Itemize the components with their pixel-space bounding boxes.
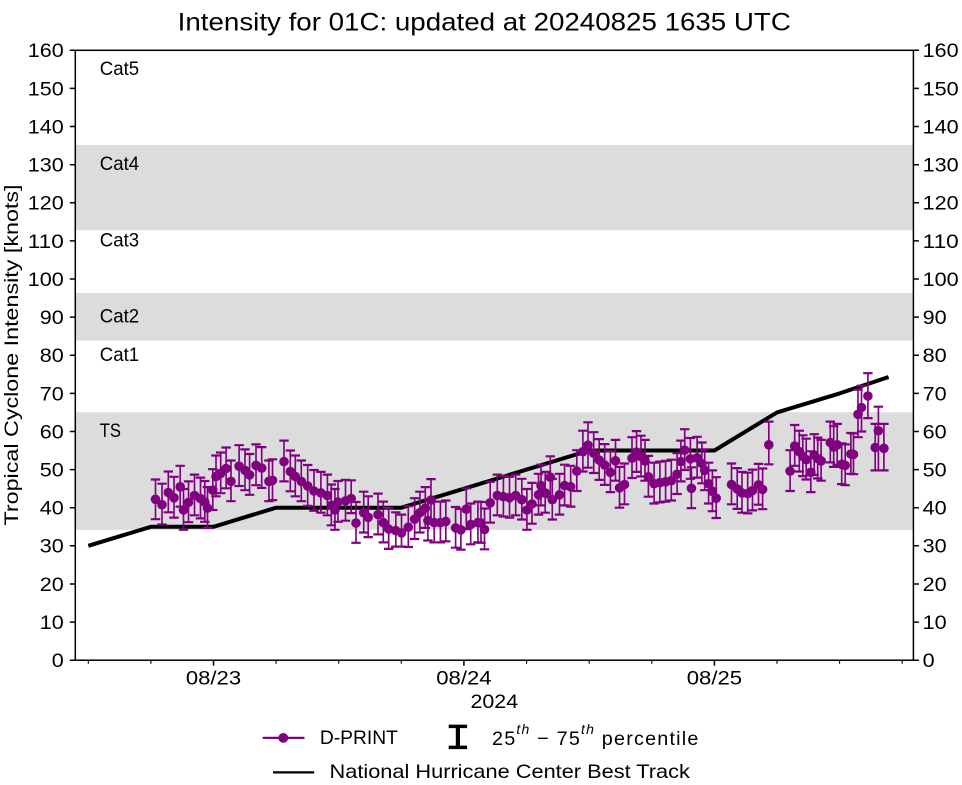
svg-text:20: 20 [40,574,64,596]
svg-text:2024: 2024 [471,691,519,713]
svg-text:60: 60 [923,421,947,443]
svg-text:70: 70 [923,383,947,405]
svg-text:08/25: 08/25 [687,667,742,689]
svg-text:TS: TS [100,420,121,442]
svg-text:50: 50 [40,460,64,482]
svg-text:D-PRINT: D-PRINT [320,727,398,749]
svg-text:160: 160 [923,40,959,62]
svg-text:Cat2: Cat2 [100,305,139,327]
svg-text:Cat5: Cat5 [100,58,139,80]
svg-text:National Hurricane Center Best: National Hurricane Center Best Track [330,761,691,783]
svg-text:30: 30 [40,536,64,558]
svg-text:20: 20 [923,574,947,596]
svg-text:110: 110 [923,231,959,253]
svg-text:Cat4: Cat4 [100,153,139,175]
svg-text:0: 0 [52,650,64,672]
svg-text:120: 120 [923,193,959,215]
svg-text:80: 80 [923,345,947,367]
svg-text:150: 150 [28,78,64,100]
svg-text:Cat3: Cat3 [100,229,139,251]
svg-text:150: 150 [923,78,959,100]
svg-text:08/23: 08/23 [186,667,241,689]
svg-text:130: 130 [923,155,959,177]
svg-text:0: 0 [923,650,935,672]
svg-text:90: 90 [40,307,64,329]
svg-text:10: 10 [40,612,64,634]
svg-text:30: 30 [923,536,947,558]
svg-text:160: 160 [28,40,64,62]
svg-text:Intensity for 01C: updated at: Intensity for 01C: updated at 20240825 1… [178,9,791,37]
svg-text:100: 100 [923,269,959,291]
svg-text:50: 50 [923,460,947,482]
svg-text:140: 140 [923,116,959,138]
svg-text:60: 60 [40,421,64,443]
svg-text:08/24: 08/24 [436,667,491,689]
svg-text:Tropical Cyclone Intensity [kn: Tropical Cyclone Intensity [knots] [1,184,23,525]
svg-text:70: 70 [40,383,64,405]
svg-text:110: 110 [28,231,64,253]
svg-text:90: 90 [923,307,947,329]
svg-text:10: 10 [923,612,947,634]
svg-text:130: 130 [28,155,64,177]
svg-text:140: 140 [28,116,64,138]
svg-text:120: 120 [28,193,64,215]
svg-text:Cat1: Cat1 [100,344,139,366]
svg-text:80: 80 [40,345,64,367]
svg-text:40: 40 [923,498,947,520]
svg-text:40: 40 [40,498,64,520]
svg-text:100: 100 [28,269,64,291]
